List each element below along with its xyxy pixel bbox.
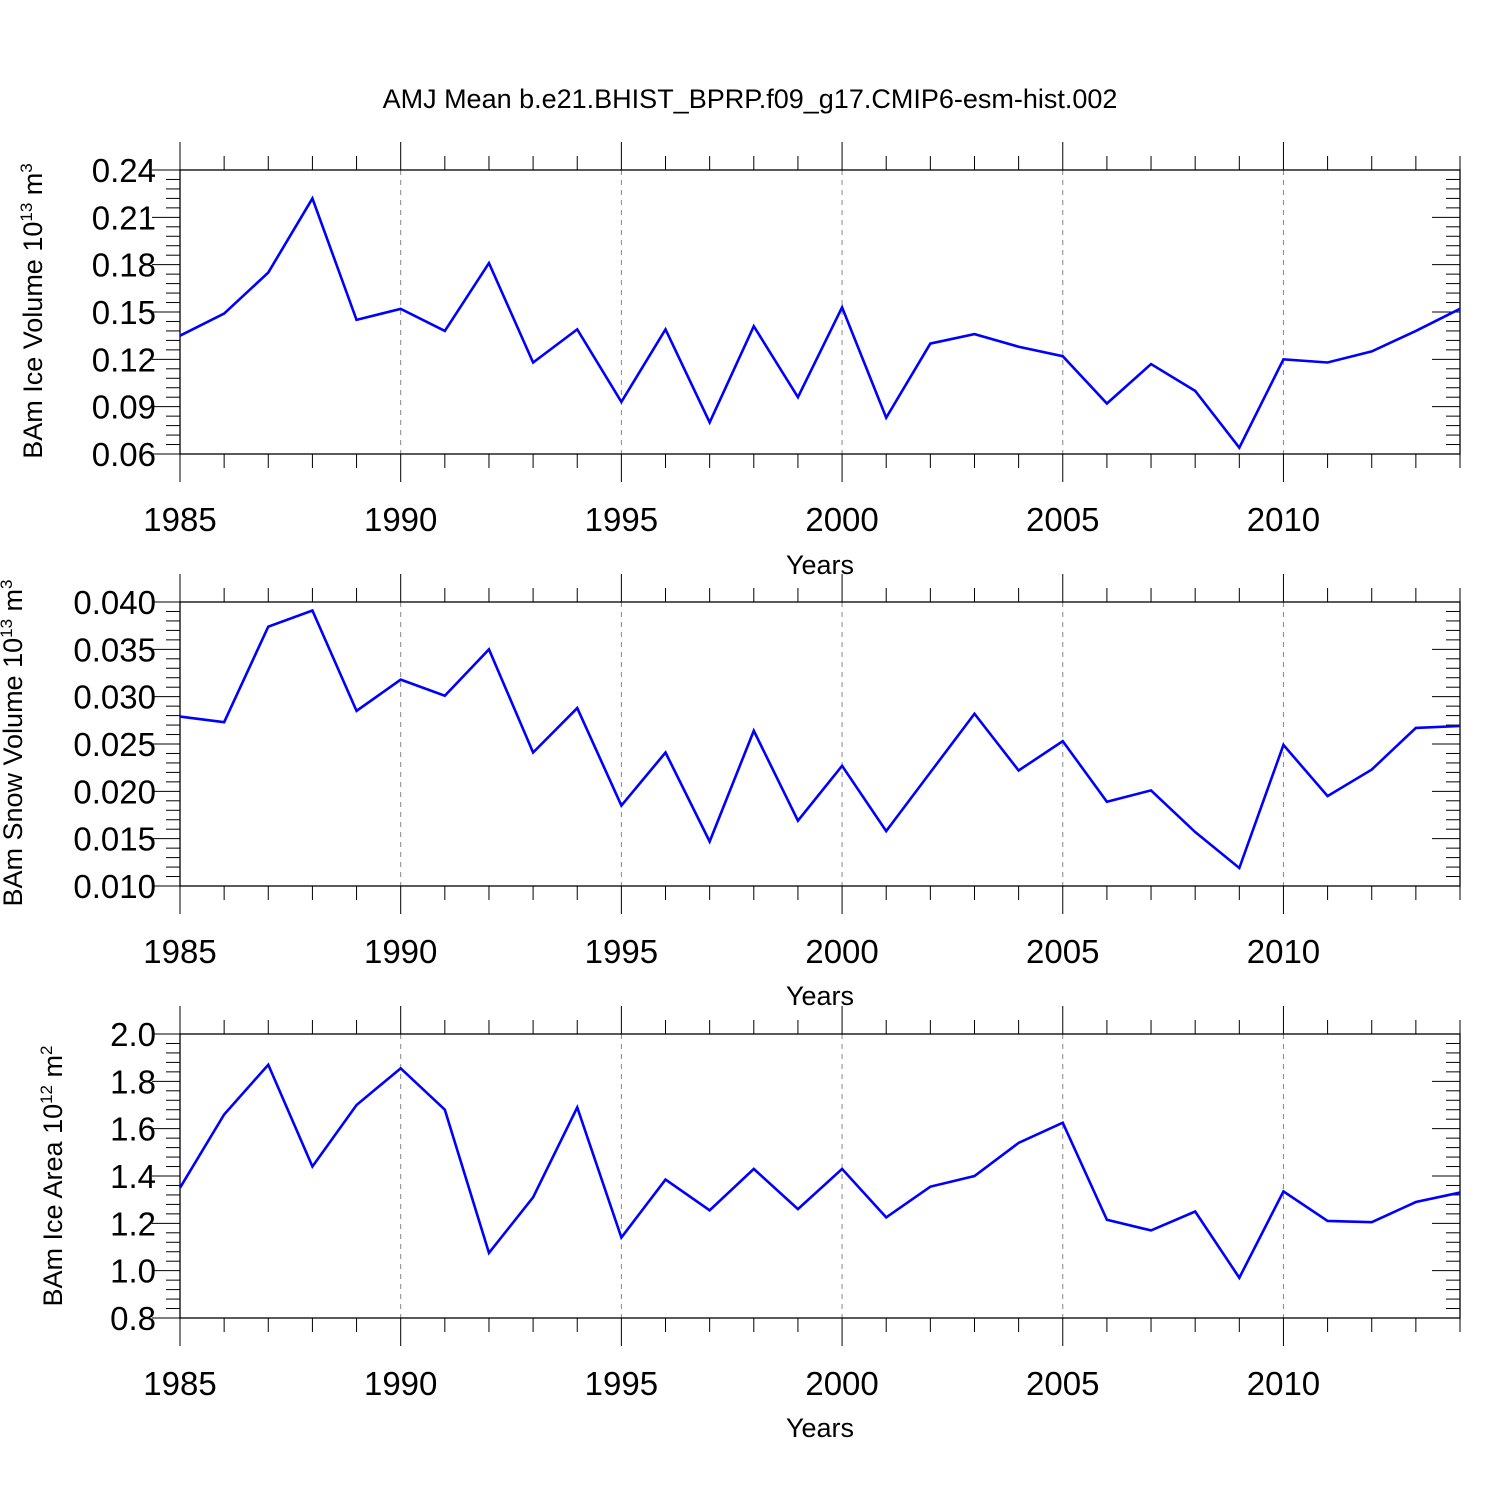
x-tick-label: 2010 xyxy=(1247,933,1320,970)
y-tick-label: 1.2 xyxy=(110,1205,156,1242)
y-tick-label: 0.06 xyxy=(92,436,156,473)
y-tick-label: 0.010 xyxy=(73,868,156,905)
x-tick-label: 1995 xyxy=(585,501,658,538)
x-tick-label: 1995 xyxy=(585,933,658,970)
y-tick-label: 0.020 xyxy=(73,773,156,810)
x-tick-label: 1985 xyxy=(143,933,216,970)
figure-title: AMJ Mean b.e21.BHIST_BPRP.f09_g17.CMIP6-… xyxy=(383,84,1118,114)
x-tick-label: 2000 xyxy=(805,933,878,970)
y-tick-label: 1.4 xyxy=(110,1158,156,1195)
x-tick-label: 1985 xyxy=(143,501,216,538)
y-tick-label: 0.035 xyxy=(73,631,156,668)
y-tick-label: 0.8 xyxy=(110,1300,156,1337)
series-line xyxy=(179,608,1461,871)
plot-frame xyxy=(179,1033,1461,1319)
x-axis-label: Years xyxy=(786,1413,854,1443)
y-axis-label-exp: 13 xyxy=(0,619,16,638)
y-tick-label: 0.09 xyxy=(92,389,156,426)
series-line xyxy=(179,195,1461,451)
y-axis-label: BAm Ice Area 1012 m2 xyxy=(37,1045,68,1306)
x-axis-label: Years xyxy=(786,550,854,580)
y-tick-label: 1.8 xyxy=(110,1063,156,1100)
plot-frame xyxy=(179,601,1461,887)
x-tick-label: 1990 xyxy=(364,933,437,970)
x-axis-label: Years xyxy=(786,981,854,1011)
y-axis-label-main: BAm Snow Volume 10 xyxy=(0,638,28,907)
plot-frame xyxy=(179,169,1461,455)
y-tick-label: 0.15 xyxy=(92,294,156,331)
y-axis-label: BAm Snow Volume 1013 m3 xyxy=(0,579,28,906)
x-tick-label: 2005 xyxy=(1026,501,1099,538)
panel-snow-volume: Years BAm Snow Volume 1013 m3 1985 1990 19… xyxy=(0,574,1461,1011)
x-tick-label: 2010 xyxy=(1247,1365,1320,1402)
y-tick-label: 2.0 xyxy=(110,1016,156,1053)
y-tick-label: 0.030 xyxy=(73,679,156,716)
y-axis-label-unit: m xyxy=(0,589,28,612)
y-axis-label-unit-exp: 3 xyxy=(17,163,36,172)
y-tick-label: 0.025 xyxy=(73,726,156,763)
y-tick-label: 0.040 xyxy=(73,584,156,621)
x-tick-label: 1990 xyxy=(364,501,437,538)
y-axis-label-main: BAm Ice Area 10 xyxy=(38,1104,68,1307)
y-tick-label: 0.015 xyxy=(73,821,156,858)
y-tick-label: 1.0 xyxy=(110,1253,156,1290)
x-tick-label: 2000 xyxy=(805,501,878,538)
series-line xyxy=(178,1062,1461,1281)
y-axis-label-exp: 12 xyxy=(37,1085,56,1104)
x-tick-label: 2010 xyxy=(1247,501,1320,538)
panel-ice-volume: Years BAm Ice Volume 1013 m3 1985 1990 199… xyxy=(17,142,1461,580)
x-tick-label: 2005 xyxy=(1026,933,1099,970)
y-tick-label: 0.24 xyxy=(92,152,156,189)
y-tick-label: 0.21 xyxy=(92,199,156,236)
y-axis-label: BAm Ice Volume 1013 m3 xyxy=(17,163,48,459)
y-tick-label: 0.12 xyxy=(92,341,156,378)
y-tick-label: 0.18 xyxy=(92,247,156,284)
y-axis-label-main: BAm Ice Volume 10 xyxy=(18,222,48,459)
y-axis-label-unit-exp: 2 xyxy=(37,1045,56,1054)
y-axis-label-space xyxy=(18,195,48,203)
y-axis-label-unit-exp: 3 xyxy=(0,579,16,588)
y-tick-label: 1.6 xyxy=(110,1111,156,1148)
y-axis-label-space xyxy=(38,1077,68,1085)
x-tick-label: 2000 xyxy=(805,1365,878,1402)
y-axis-label-exp: 13 xyxy=(17,203,36,222)
x-tick-label: 1995 xyxy=(585,1365,658,1402)
panel-ice-area: Years BAm Ice Area 1012 m2 1985 1990 1995 2… xyxy=(37,1006,1461,1443)
x-tick-label: 1985 xyxy=(143,1365,216,1402)
y-axis-label-unit: m xyxy=(38,1055,68,1078)
y-axis-label-space xyxy=(0,611,28,619)
x-tick-label: 1990 xyxy=(364,1365,437,1402)
y-axis-label-unit: m xyxy=(18,173,48,196)
x-tick-label: 2005 xyxy=(1026,1365,1099,1402)
